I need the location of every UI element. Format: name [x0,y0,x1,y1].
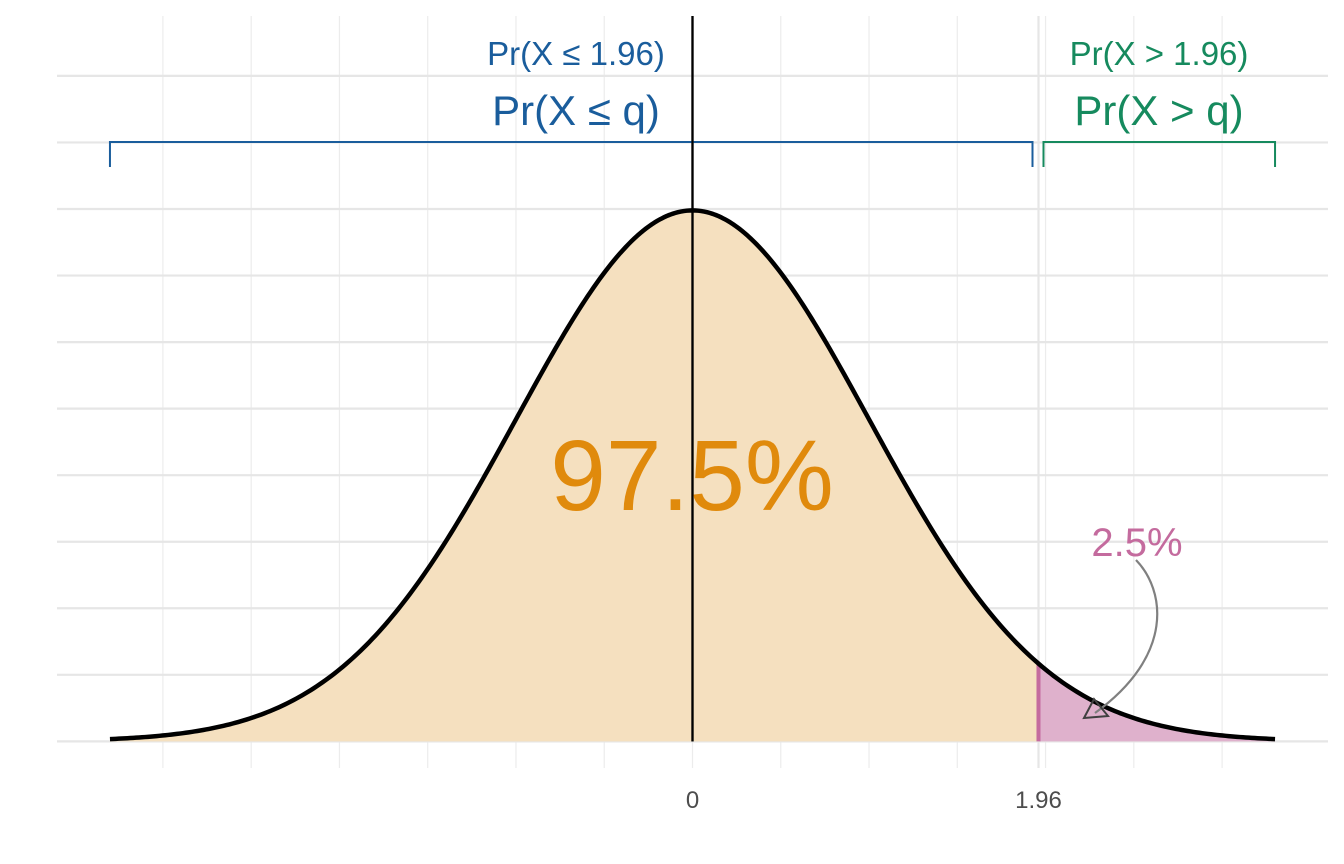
x-axis: 0 1.96 [686,787,1062,814]
region-lower-area [109,210,1039,742]
bracket-sublabel: Pr(X > 1.96) [1070,35,1249,72]
x-tick-label: 0 [686,787,699,814]
bracket-label: Pr(X > q) [1074,87,1243,134]
region-upper-label: 2.5% [1091,521,1182,565]
bracket-1 [1042,141,1277,167]
arrow-head [1082,697,1110,720]
shaded-areas [109,210,1276,742]
bracket-label: Pr(X ≤ q) [492,87,660,134]
region-upper-area [1038,663,1276,742]
bracket-sublabel: Pr(X ≤ 1.96) [487,35,665,72]
annotation-arrow [1094,559,1159,714]
bracket-0 [108,141,1034,167]
x-tick-label: 1.96 [1015,787,1062,814]
annotations: Pr(X ≤ q) Pr(X ≤ 1.96) Pr(X > q) Pr(X > 1.9… [108,16,1277,742]
